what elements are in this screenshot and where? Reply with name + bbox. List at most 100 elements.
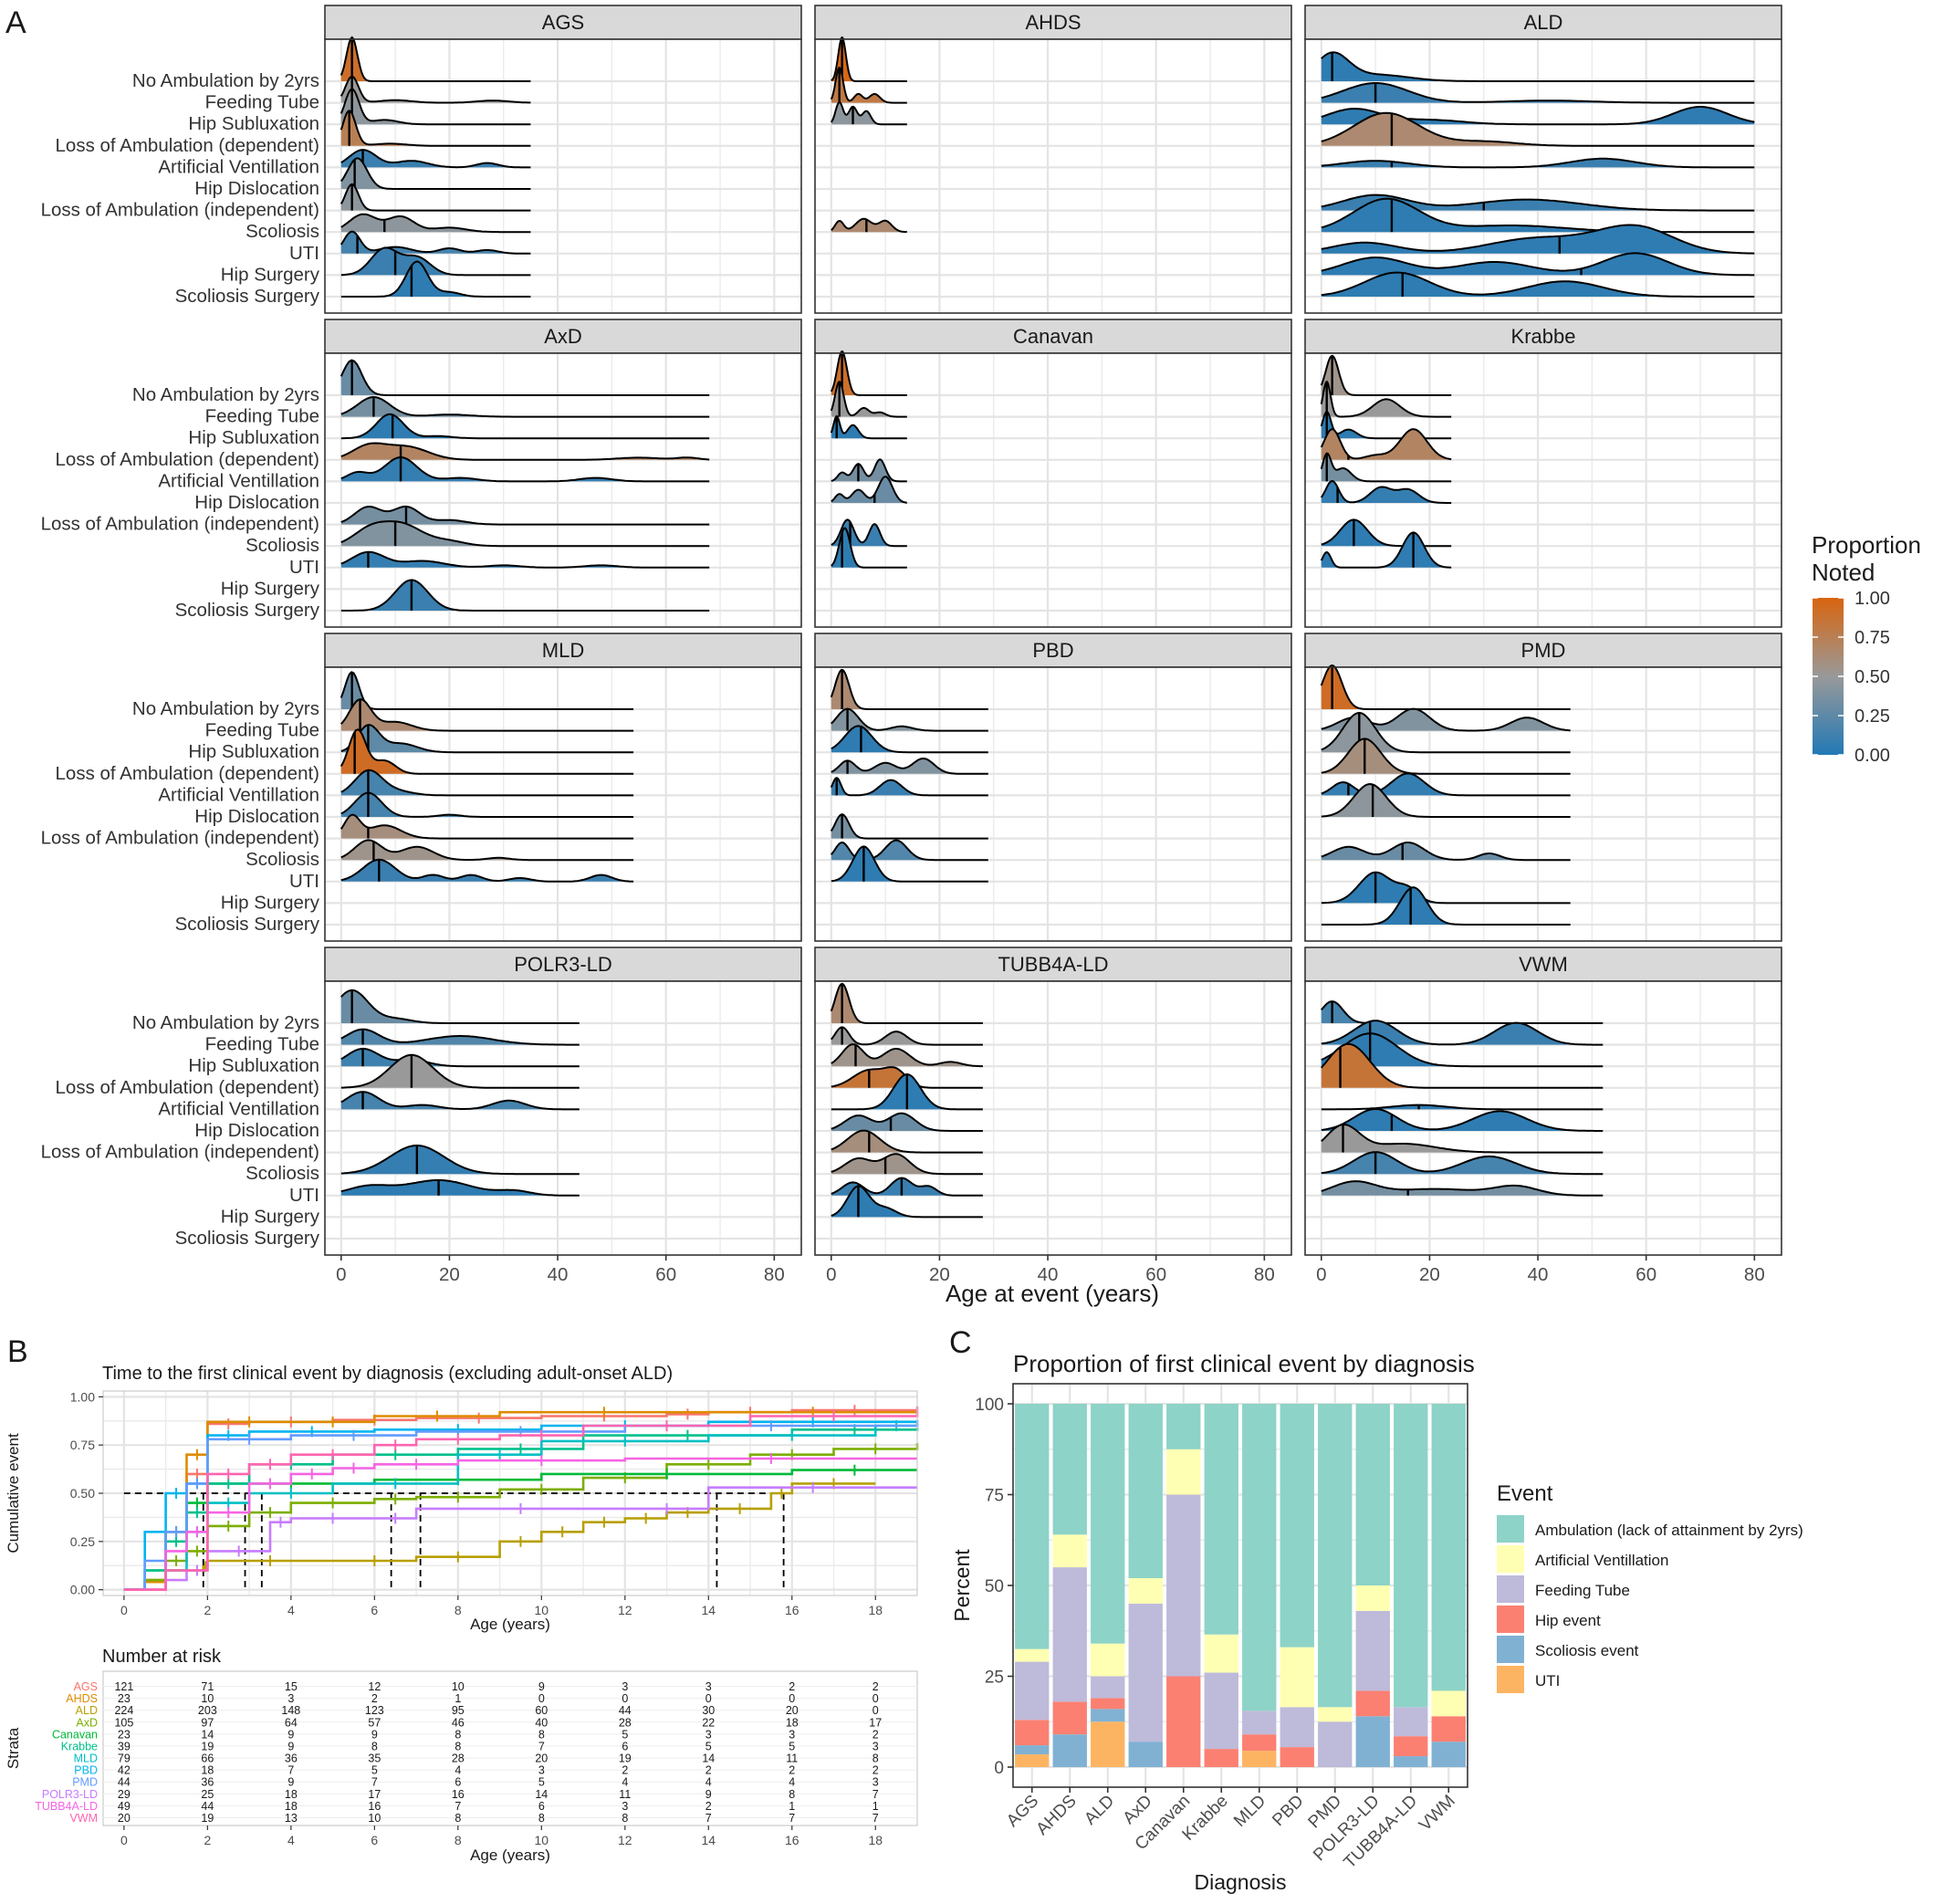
risk-cell: 2 [705,1800,712,1813]
risk-cell: 0 [872,1704,879,1717]
facet-border [324,352,802,628]
risk-cell: 18 [285,1800,298,1813]
km-x-tick-label: 0 [120,1603,128,1617]
ridge-fill [1321,225,1755,254]
row-label: UTI [289,557,319,578]
bar-y-tick-label: 0 [994,1759,1004,1778]
bar-segment [1355,1404,1390,1585]
risk-row-label: ALD [76,1704,98,1717]
ridge-outline [1321,82,1755,104]
panel-label-a: A [5,5,26,40]
bar-segment [1091,1721,1125,1767]
risk-x-tick-label: 12 [618,1833,632,1847]
risk-cell: 57 [368,1716,381,1729]
ridge-fill [340,521,710,547]
km-x-tick-label: 18 [868,1603,883,1617]
risk-cell: 5 [705,1740,712,1752]
ridge-outline [1321,1151,1604,1176]
ridge-fill [340,814,634,839]
ridge-outline [1321,1180,1604,1197]
ridge-outline [830,813,988,840]
km-x-tick-label: 14 [701,1603,716,1617]
facet-strip [1304,947,1782,982]
ridge-outline [340,442,710,461]
ridge-fill [1321,773,1571,796]
ridge-fill [831,1113,983,1131]
row-label: Loss of Ambulation (dependent) [56,135,319,156]
km-curve [123,1443,919,1591]
risk-cell: 6 [622,1740,628,1752]
risk-cell: 4 [789,1776,795,1789]
ridge-fill [340,1146,580,1175]
ridge-fill [340,1054,580,1088]
risk-cell: 0 [789,1692,795,1705]
ridge-fill [340,261,531,297]
ridge-outline [1321,1020,1604,1046]
ridge-outline [1321,1032,1604,1068]
ridge-outline [340,671,634,710]
facet-strip [1304,5,1782,40]
risk-cell: 5 [371,1764,378,1777]
bar-segment [1431,1716,1466,1742]
bar-segment [1128,1404,1163,1579]
risk-cell: 7 [455,1800,461,1813]
ridge-outline [831,1026,983,1046]
ridge-outline [831,458,907,483]
ridge-outline [1321,252,1755,277]
ridge-outline [1320,531,1452,569]
ridge-fill [831,528,907,568]
ridge-outline [1321,224,1755,255]
bar-x-tick-label: AHDS [1033,1792,1081,1839]
risk-row-label: Krabbe [61,1740,98,1752]
facet-title: AHDS [1025,11,1081,34]
facet-title: Canavan [1013,325,1093,348]
bar-x-tick-label: VWM [1416,1792,1459,1836]
facet-strip [814,633,1292,668]
risk-x-tick-label: 14 [701,1833,716,1847]
x-tick-label: 0 [1316,1264,1326,1285]
x-tick-label: 40 [1528,1264,1549,1285]
ridge-outline [340,183,531,212]
km-x-tick-label: 8 [455,1603,462,1617]
ridge-fill [340,443,710,460]
km-x-title: Age (years) [470,1616,550,1633]
bar-segment [1091,1643,1125,1677]
ridge-fill [831,983,983,1023]
risk-cell: 2 [872,1764,879,1777]
bar-segment [1394,1736,1428,1757]
risk-row-label: POLR3-LD [42,1788,98,1801]
ridge-outline [340,1091,580,1111]
ridge-outline [340,260,531,298]
risk-cell: 14 [535,1788,548,1801]
ridge-fill [340,158,531,189]
bar-legend-key [1497,1606,1524,1633]
risk-cell: 0 [622,1692,628,1705]
risk-cell: 5 [538,1776,545,1789]
risk-cell: 44 [118,1776,131,1789]
risk-cell: 15 [285,1680,298,1693]
bar-segment [1091,1709,1125,1722]
bar-segment [1431,1742,1466,1767]
ridge-fill [1321,272,1755,297]
risk-x-tick-label: 18 [868,1833,883,1847]
ridge-fill [340,840,634,861]
bar-segment [1280,1747,1314,1767]
risk-cell: 49 [118,1800,131,1813]
ridge-fill [831,102,907,125]
ridge-fill [831,1027,983,1045]
km-y-tick-label: 0.00 [70,1583,95,1597]
km-panel: Time to the first clinical event by diag… [5,1364,919,1633]
ridge-outline [1321,782,1571,818]
risk-cell: 36 [201,1776,214,1789]
bar-legend-label: Ambulation (lack of attainment by 2yrs) [1535,1522,1803,1539]
row-label: Hip Surgery [221,578,320,599]
risk-cell: 10 [452,1680,465,1693]
risk-cell: 3 [705,1728,712,1741]
risk-cell: 7 [789,1812,795,1825]
ridge-outline [830,777,988,797]
ridge-outline [340,359,710,396]
ridge-fill [1321,453,1452,482]
risk-cell: 64 [285,1716,298,1729]
risk-row-label: MLD [74,1752,98,1765]
facet-title: AxD [544,325,582,348]
